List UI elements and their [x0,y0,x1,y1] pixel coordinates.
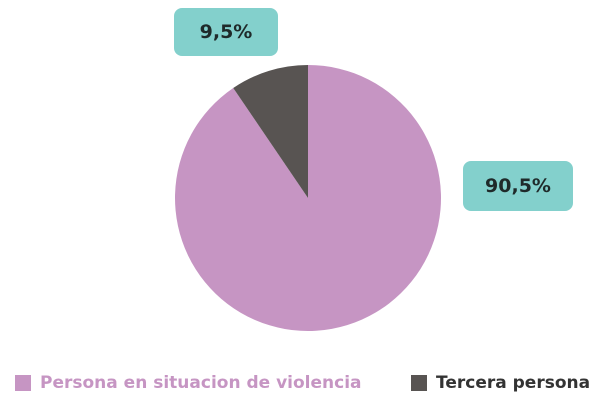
legend-label: Persona en situacion de violencia [40,373,362,393]
legend-swatch [15,375,31,391]
data-label-persona-en-situacion: 90,5% [463,161,573,211]
legend-item-persona-en-situacion: Persona en situacion de violencia [15,371,362,395]
legend-swatch [411,375,427,391]
pie-slice-tercera-persona [233,65,308,198]
legend-item-tercera-persona: Tercera persona [411,371,590,395]
legend-label: Tercera persona [436,373,591,393]
data-label-tercera-persona: 9,5% [174,8,278,56]
pie-slices [175,65,441,331]
